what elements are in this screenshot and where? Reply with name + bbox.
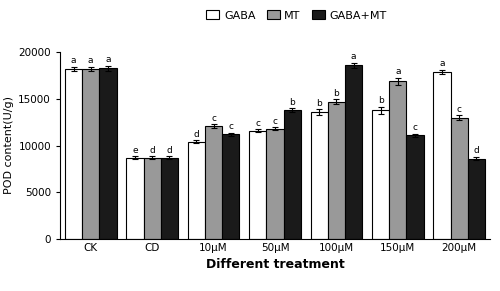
Bar [160, 158, 178, 239]
Text: a: a [351, 52, 356, 61]
Bar [450, 118, 468, 239]
Text: a: a [88, 56, 94, 65]
Text: b: b [316, 99, 322, 108]
Legend: GABA, MT, GABA+MT: GABA, MT, GABA+MT [202, 6, 392, 25]
Text: c: c [457, 104, 462, 113]
Text: a: a [105, 55, 110, 64]
Bar [345, 65, 362, 239]
Text: c: c [228, 122, 234, 131]
Bar [328, 102, 345, 239]
Text: c: c [211, 114, 216, 123]
Text: b: b [290, 98, 295, 107]
Text: d: d [474, 146, 480, 155]
Text: d: d [194, 130, 199, 139]
Text: a: a [71, 56, 76, 65]
Bar [372, 110, 390, 239]
Bar [434, 72, 450, 239]
Y-axis label: POD content(U/g): POD content(U/g) [4, 97, 14, 194]
Bar [406, 135, 424, 239]
Bar [266, 129, 283, 239]
Text: c: c [412, 123, 418, 132]
Bar [468, 159, 485, 239]
Bar [82, 69, 100, 239]
Text: b: b [378, 96, 384, 105]
Bar [310, 112, 328, 239]
Bar [144, 158, 160, 239]
Bar [100, 68, 116, 239]
Text: d: d [166, 146, 172, 155]
X-axis label: Different treatment: Different treatment [206, 258, 344, 271]
Text: e: e [132, 146, 138, 155]
Bar [249, 131, 266, 239]
Bar [205, 126, 222, 239]
Bar [65, 69, 82, 239]
Text: d: d [150, 146, 155, 155]
Text: c: c [272, 117, 278, 126]
Text: b: b [334, 89, 340, 98]
Text: c: c [256, 118, 260, 127]
Bar [126, 158, 144, 239]
Bar [390, 81, 406, 239]
Bar [284, 110, 301, 239]
Text: a: a [440, 59, 445, 68]
Text: a: a [395, 67, 400, 76]
Bar [222, 134, 240, 239]
Bar [188, 142, 205, 239]
